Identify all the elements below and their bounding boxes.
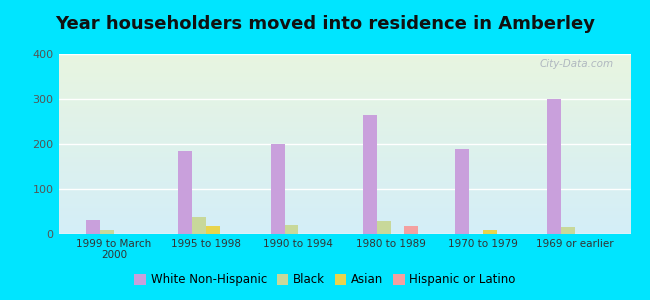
Bar (179, 151, 192, 234)
Bar (562, 227, 575, 234)
Bar (377, 221, 391, 234)
Bar (86, 220, 100, 234)
Text: Year householders moved into residence in Amberley: Year householders moved into residence i… (55, 15, 595, 33)
Bar (547, 99, 562, 234)
Bar (100, 230, 114, 234)
Bar (206, 226, 220, 234)
Bar (483, 230, 497, 234)
Bar (192, 217, 206, 234)
Legend: White Non-Hispanic, Black, Asian, Hispanic or Latino: White Non-Hispanic, Black, Asian, Hispan… (129, 269, 521, 291)
Bar (404, 226, 419, 234)
Text: City-Data.com: City-Data.com (540, 59, 614, 69)
Bar (270, 144, 285, 234)
Bar (285, 225, 298, 234)
Bar (363, 115, 377, 234)
Bar (455, 148, 469, 234)
